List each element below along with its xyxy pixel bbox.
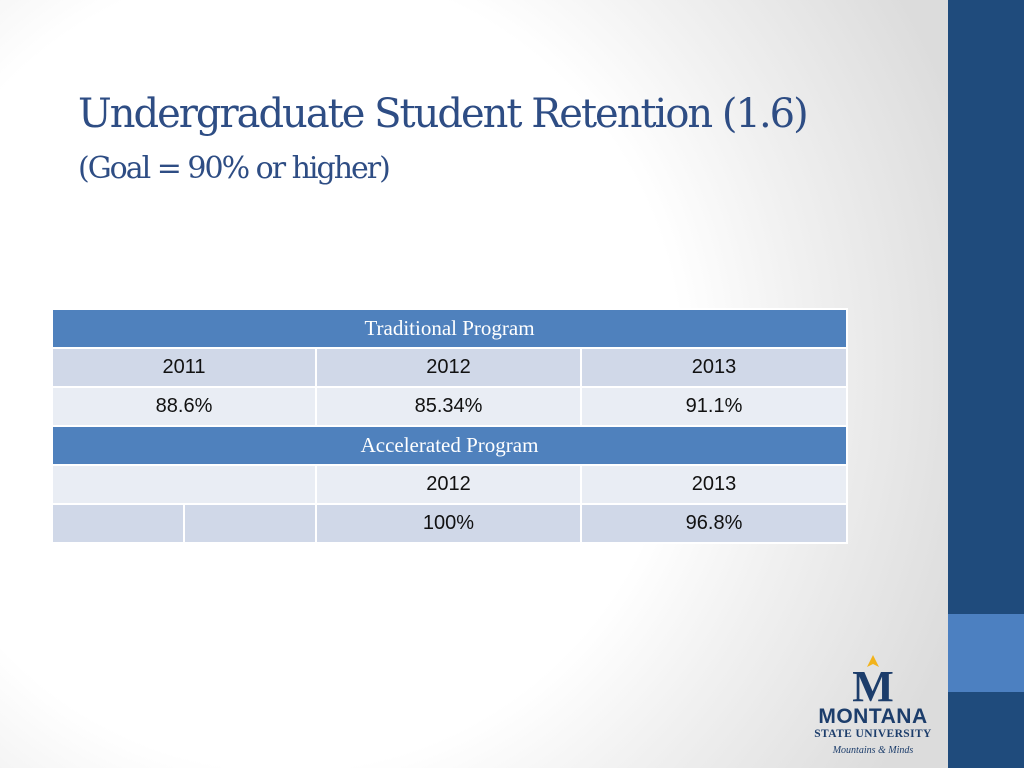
retention-value-cell: 88.6% [51,386,317,427]
logo-letter: M [852,662,894,704]
table-row: 88.6% 85.34% 91.1% [51,386,849,427]
year-cell: 2013 [579,464,849,505]
right-decorative-sidebar [948,0,1024,768]
logo-peak-shape [867,655,879,667]
traditional-program-header: Traditional Program [50,308,849,349]
retention-table: Traditional Program 2011 2012 2013 88.6%… [50,308,849,544]
logo-tagline: Mountains & Minds [832,745,914,756]
retention-value-cell [183,503,317,544]
montana-m-icon: M [852,655,894,704]
year-cell [51,464,317,505]
table-row: 2011 2012 2013 [51,347,849,388]
year-cell: 2013 [579,347,849,388]
table-row: 100% 96.8% [51,503,849,544]
retention-value-cell: 91.1% [579,386,849,427]
retention-value-cell: 85.34% [315,386,582,427]
title-block: Undergraduate Student Retention (1.6) (G… [78,88,898,192]
year-cell: 2012 [315,347,582,388]
retention-value-cell [51,503,185,544]
traditional-header-row: Traditional Program [50,308,849,349]
university-logo: M MONTANA STATE UNIVERSITY Mountains & M… [806,654,940,760]
logo-word-montana: MONTANA [818,705,928,728]
logo-word-state-university: STATE UNIVERSITY [814,728,932,740]
sidebar-accent-block [948,614,1024,692]
slide-subtitle: (Goal = 90% or higher) [78,151,391,186]
retention-value-cell: 96.8% [579,503,849,544]
table-row: 2012 2013 [51,464,849,505]
accelerated-header-row: Accelerated Program [50,425,849,466]
year-cell: 2012 [315,464,582,505]
slide-title: Undergraduate Student Retention (1.6) [78,91,809,137]
retention-value-cell: 100% [315,503,582,544]
year-cell: 2011 [51,347,317,388]
accelerated-program-header: Accelerated Program [50,425,849,466]
